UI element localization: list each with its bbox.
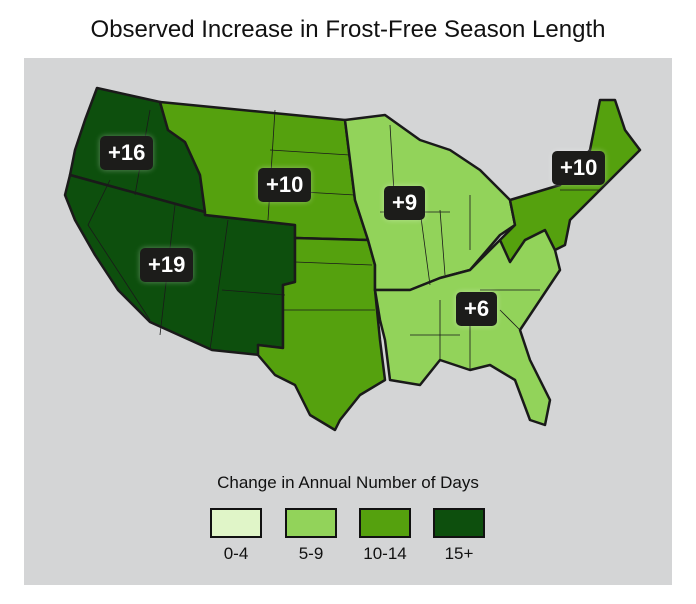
legend-swatch-5-9 [285,508,337,538]
region-label-northeast: +10 [552,151,606,185]
legend-label: 0-4 [223,544,249,563]
region-label-midwest: +9 [384,186,426,220]
legend-swatch-0-4 [210,508,262,538]
region-label-northern-plains: +10 [258,168,312,202]
legend-label: 5-9 [298,544,324,563]
region-label-southeast: +6 [456,292,498,326]
map-title: Observed Increase in Frost-Free Season L… [90,16,606,43]
legend-label: 10-14 [363,544,407,563]
region-label-northwest: +16 [100,136,154,170]
region-label-southwest: +19 [140,248,194,282]
region-midwest [343,113,517,292]
legend-swatch-15-plus [433,508,485,538]
legend-swatch-10-14 [359,508,411,538]
legend-title: Change in Annual Number of Days [217,473,479,492]
legend-label: 15+ [444,544,474,563]
